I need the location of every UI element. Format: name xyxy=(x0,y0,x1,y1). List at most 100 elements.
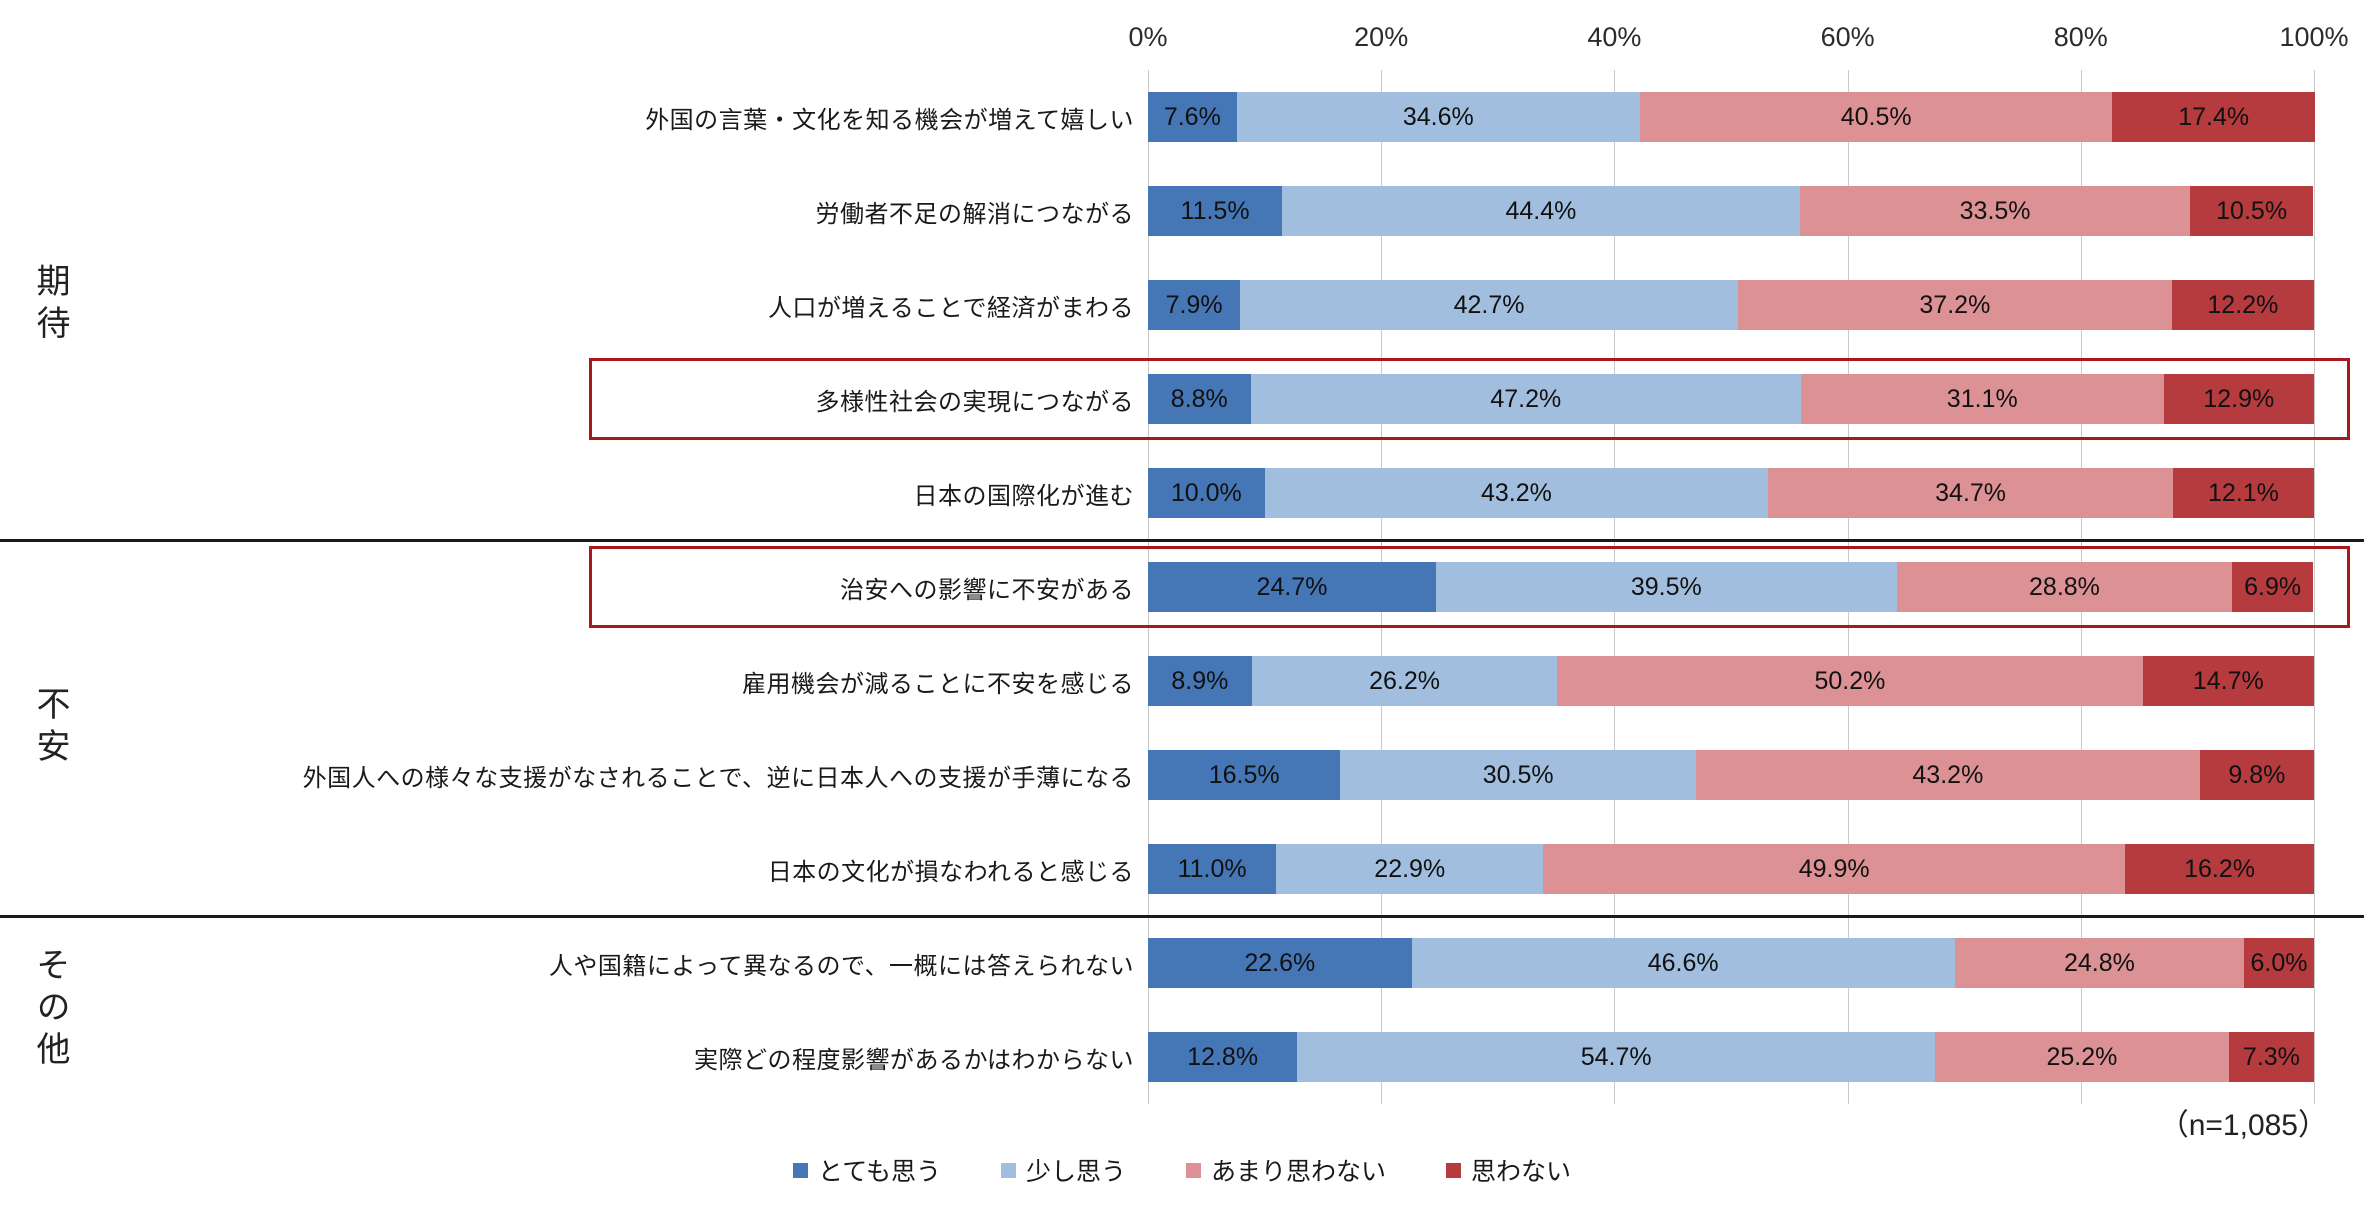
row-label: 多様性社会の実現につながる xyxy=(815,388,1134,416)
segment-value-label: 34.7% xyxy=(1935,478,2007,507)
segment-value-label: 12.8% xyxy=(1187,1042,1259,1071)
stacked-bar: 24.7% 39.5% 28.8% 6.9% xyxy=(1148,562,2314,612)
segment-value-label: 7.3% xyxy=(2242,1042,2300,1071)
bar-segment: 54.7% xyxy=(1297,1032,1936,1082)
legend: とても思う 少し思う あまり思わない 思わない xyxy=(0,1152,2364,1188)
bar-segment: 7.6% xyxy=(1148,92,1237,142)
section-divider xyxy=(0,539,2364,542)
segment-value-label: 28.8% xyxy=(2029,572,2100,601)
bar-segment: 7.9% xyxy=(1148,280,1241,330)
axis-tick-label: 80% xyxy=(2053,22,2108,52)
section-divider xyxy=(0,915,2364,918)
bar-segment: 14.7% xyxy=(2142,656,2314,706)
stacked-bar: 7.6% 34.6% 40.5% 17.4% xyxy=(1148,92,2316,142)
axis-tick-label: 40% xyxy=(1587,22,1642,52)
segment-value-label: 54.7% xyxy=(1580,1042,1652,1071)
segment-value-label: 8.8% xyxy=(1170,384,1228,413)
stacked-bar: 11.0% 22.9% 49.9% 16.2% xyxy=(1148,844,2314,894)
bar-segment: 11.5% xyxy=(1148,186,1283,236)
segment-value-label: 16.5% xyxy=(1208,760,1280,789)
segment-value-label: 24.7% xyxy=(1256,572,1328,601)
stacked-bar: 7.9% 42.7% 37.2% 12.2% xyxy=(1148,280,2314,330)
bar-segment: 12.1% xyxy=(2172,468,2314,518)
bar-segment: 40.5% xyxy=(1640,92,2113,142)
stacked-bar: 8.9% 26.2% 50.2% 14.7% xyxy=(1148,656,2314,706)
row-label: 外国人への様々な支援がなされることで、逆に日本人への支援が手薄になる xyxy=(302,764,1134,792)
bar-segment: 16.2% xyxy=(2125,844,2314,894)
segment-value-label: 22.6% xyxy=(1244,948,1316,977)
gridline xyxy=(2314,70,2315,1104)
bar-segment: 46.6% xyxy=(1411,938,1955,988)
table-row: 実際どの程度影響があるかはわからない 12.8% 54.7% 25.2% 7.3% xyxy=(0,1010,2364,1104)
table-row: 労働者不足の解消につながる 11.5% 44.4% 33.5% 10.5% xyxy=(0,164,2364,258)
row-label: 日本の国際化が進む xyxy=(913,482,1134,510)
section-label: 不安 xyxy=(31,686,69,770)
table-row: 外国の言葉・文化を知る機会が増えて嬉しい 7.6% 34.6% 40.5% 17.4% xyxy=(0,70,2364,164)
axis-tick-label: 0% xyxy=(1128,22,1168,52)
legend-label: とても思う xyxy=(817,1158,941,1186)
segment-value-label: 47.2% xyxy=(1490,384,1562,413)
legend-item: 少し思う xyxy=(1000,1152,1126,1188)
segment-value-label: 31.1% xyxy=(1946,384,2018,413)
segment-value-label: 49.9% xyxy=(1798,854,1870,883)
bar-segment: 8.9% xyxy=(1148,656,1252,706)
bar-segment: 6.0% xyxy=(2244,938,2314,988)
legend-item: とても思う xyxy=(792,1152,941,1188)
axis-tick-label: 60% xyxy=(1820,22,1875,52)
bar-segment: 24.8% xyxy=(1954,938,2245,988)
legend-label: あまり思わない xyxy=(1211,1158,1387,1186)
bar-segment: 12.9% xyxy=(2163,374,2314,424)
stacked-bar: 22.6% 46.6% 24.8% 6.0% xyxy=(1148,938,2314,988)
segment-value-label: 14.7% xyxy=(2192,666,2264,695)
bar-segment: 33.5% xyxy=(1799,186,2191,236)
table-row: 雇用機会が減ることに不安を感じる 8.9% 26.2% 50.2% 14.7% xyxy=(0,634,2364,728)
row-label: 人口が増えることで経済がまわる xyxy=(767,294,1134,322)
legend-item: あまり思わない xyxy=(1186,1152,1386,1188)
segment-value-label: 37.2% xyxy=(1919,290,1991,319)
segment-value-label: 6.0% xyxy=(2250,948,2308,977)
segment-value-label: 9.8% xyxy=(2228,760,2286,789)
table-row: 外国人への様々な支援がなされることで、逆に日本人への支援が手薄になる 16.5% 3… xyxy=(0,728,2364,822)
legend-swatch xyxy=(792,1162,808,1178)
axis-tick-label: 20% xyxy=(1354,22,1409,52)
table-row: 多様性社会の実現につながる 8.8% 47.2% 31.1% 12.9% xyxy=(0,352,2364,446)
legend-item: 思わない xyxy=(1446,1152,1571,1188)
bar-segment: 24.7% xyxy=(1148,562,1436,612)
segment-value-label: 12.1% xyxy=(2207,478,2279,507)
bar-segment: 26.2% xyxy=(1251,656,1558,706)
bar-segment: 6.9% xyxy=(2232,562,2313,612)
bar-segment: 43.2% xyxy=(1696,750,2200,800)
segment-value-label: 10.0% xyxy=(1170,478,1242,507)
segment-value-label: 12.2% xyxy=(2207,290,2279,319)
bar-segment: 43.2% xyxy=(1264,468,1769,518)
row-label: 労働者不足の解消につながる xyxy=(815,200,1134,228)
row-label: 実際どの程度影響があるかはわからない xyxy=(693,1046,1134,1074)
table-row: 日本の国際化が進む 10.0% 43.2% 34.7% 12.1% xyxy=(0,446,2364,540)
bar-segment: 12.8% xyxy=(1148,1032,1298,1082)
bar-segment: 11.0% xyxy=(1148,844,1277,894)
bar-segment: 28.8% xyxy=(1896,562,2233,612)
bar-segment: 37.2% xyxy=(1737,280,2172,330)
bar-segment: 22.6% xyxy=(1148,938,1412,988)
segment-value-label: 7.6% xyxy=(1163,102,1221,131)
segment-value-label: 7.9% xyxy=(1165,290,1223,319)
row-label: 日本の文化が損なわれると感じる xyxy=(767,858,1134,886)
segment-value-label: 11.5% xyxy=(1180,196,1250,225)
stacked-bar: 16.5% 30.5% 43.2% 9.8% xyxy=(1148,750,2314,800)
bar-segment: 8.8% xyxy=(1148,374,1251,424)
legend-swatch xyxy=(1446,1162,1462,1178)
segment-value-label: 50.2% xyxy=(1814,666,1886,695)
legend-swatch xyxy=(1000,1162,1016,1178)
segment-value-label: 6.9% xyxy=(2244,572,2302,601)
table-row: 人や国籍によって異なるので、一概には答えられない 22.6% 46.6% 24.8% 6… xyxy=(0,916,2364,1010)
stacked-bar: 12.8% 54.7% 25.2% 7.3% xyxy=(1148,1032,2314,1082)
table-row: 人口が増えることで経済がまわる 7.9% 42.7% 37.2% 12.2% xyxy=(0,258,2364,352)
segment-value-label: 8.9% xyxy=(1171,666,1229,695)
segment-value-label: 30.5% xyxy=(1482,760,1554,789)
row-label: 治安への影響に不安がある xyxy=(840,576,1134,604)
segment-value-label: 26.2% xyxy=(1369,666,1440,695)
bar-segment: 39.5% xyxy=(1436,562,1897,612)
bar-segment: 12.2% xyxy=(2171,280,2314,330)
row-label: 外国の言葉・文化を知る機会が増えて嬉しい xyxy=(645,106,1134,134)
